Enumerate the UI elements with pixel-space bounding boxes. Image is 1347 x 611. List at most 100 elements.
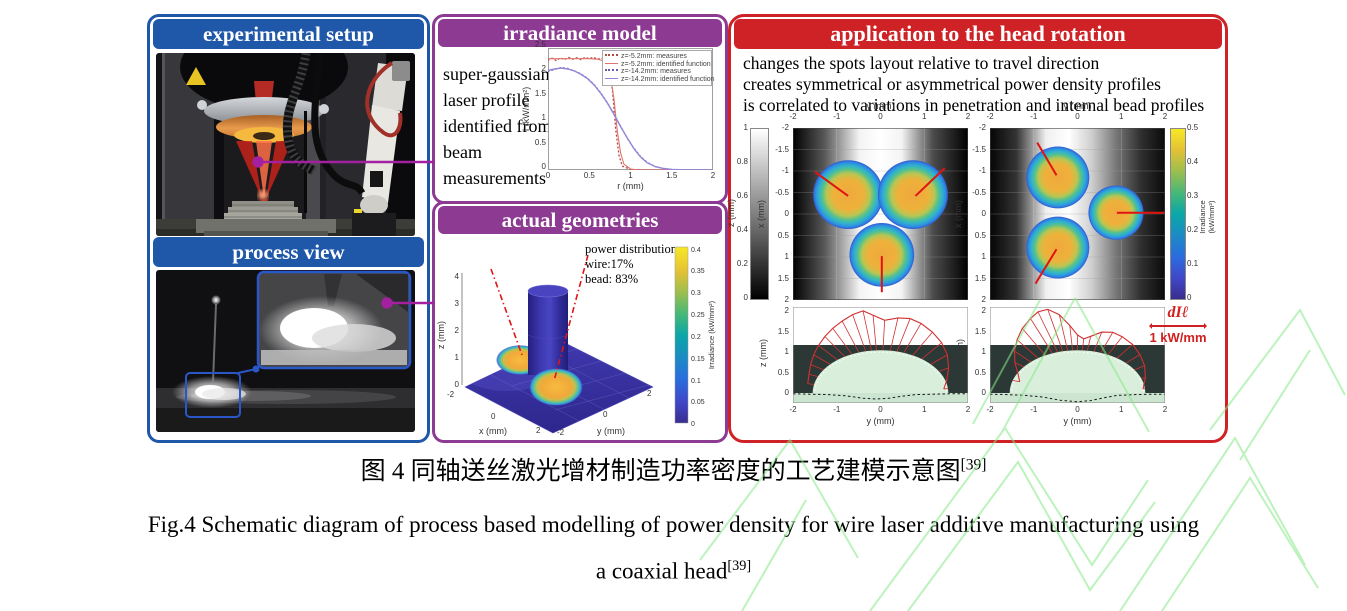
irr-x-label: r (mm): [617, 181, 644, 191]
bullet-line: changes the spots layout relative to tra…: [743, 53, 1100, 73]
irradiance-model-header: irradiance model: [438, 19, 722, 47]
scale-value: 1 kW/mm: [1149, 330, 1207, 345]
irradiance-chart: 2.5 2 1.5 1 0.5 0 0 0.5 1 1.5 2 I (kW/mm²) r (mm)…: [521, 41, 715, 192]
head-rotation-title: application to the head rotation: [830, 21, 1126, 46]
irradiance-colorbar-label: Irradiance (kW/mm²): [1198, 200, 1216, 234]
process-inset: [256, 270, 412, 370]
svg-text:0.05: 0.05: [691, 399, 705, 406]
cross1-x-label: y (mm): [1063, 416, 1092, 426]
dI-symbol: dIℓ: [1167, 304, 1189, 321]
process-view-header: process view: [153, 237, 424, 267]
panel-head-rotation: application to the head rotation changes…: [726, 14, 1228, 443]
cross0-z-ticks: 2 1.5 1 0.5 0: [777, 306, 789, 397]
beam-direction-lines: [490, 254, 589, 382]
experimental-setup-title: experimental setup: [203, 22, 374, 46]
cross0-x-ticks: -2 -1 0 1 2: [789, 405, 971, 414]
legend-label: z=-5.2mm: measures: [621, 53, 687, 60]
panel-experimental-setup: experimental setup: [147, 14, 430, 443]
svg-text:1: 1: [455, 353, 460, 362]
laser-spot-front: [529, 368, 583, 406]
surface-y-label: y (mm): [597, 426, 625, 436]
legend-label: z=-14.2mm: measures: [621, 68, 691, 75]
surface-colorbar: [674, 246, 689, 424]
irradiance-colorbar-ticks: 0.5 0.4 0.3 0.2 0.1 0: [1187, 123, 1199, 302]
process-view-photo: [156, 270, 415, 432]
caption-zh-text: 图 4 同轴送丝激光增材制造功率密度的工艺建模示意图: [360, 458, 961, 485]
bullet-line: creates symmetrical or asymmetrical powe…: [743, 74, 1161, 94]
z-colorbar-ticks: 1 0.8 0.6 0.4 0.2 0: [736, 123, 748, 302]
legend-label: z=-14.2mm: identified function: [621, 75, 715, 83]
laser-beams: [236, 141, 292, 209]
zoom-region-box: [185, 372, 241, 418]
spot1-side-label: x (mm): [953, 200, 963, 228]
caption-en-text1: Fig.4 Schematic diagram of process based…: [147, 512, 1200, 537]
svg-text:-2: -2: [557, 428, 565, 436]
spot-layout-plot-symmetric: [793, 128, 968, 300]
scale-arrow-icon: [1149, 322, 1207, 329]
surface-colorbar-label: Irradiance (kW/mm²): [707, 300, 716, 369]
svg-text:wire:17%: wire:17%: [585, 257, 634, 271]
irr-x-ticks: 0 0.5 1 1.5 2: [545, 171, 716, 180]
caption-en-reference: [39]: [727, 558, 752, 574]
linear-power-scale-legend: dIℓ 1 kW/mm: [1146, 305, 1210, 345]
svg-text:2: 2: [536, 426, 541, 435]
svg-text:0: 0: [691, 421, 695, 428]
irradiance-model-title: irradiance model: [503, 21, 657, 45]
process-view-title: process view: [232, 240, 345, 264]
spot0-top-ticks: -2 -1 0 1 2: [789, 112, 971, 121]
irr-y-label: I (kW/mm²): [521, 86, 531, 132]
printed-workpiece: [196, 201, 336, 236]
spot1-top-label: y (mm): [1063, 101, 1092, 111]
bullet-line: is correlated to variations in penetrati…: [743, 95, 1205, 115]
caption-english-line2: a coaxial head[39]: [0, 558, 1347, 585]
legend-marker-measures-5: [605, 54, 618, 56]
power-distribution-annotation: power distribution: wire:17% bead: 83%: [585, 242, 680, 286]
cross0-x-label: y (mm): [866, 416, 895, 426]
svg-text:0: 0: [491, 412, 496, 421]
caption-english-line1: Fig.4 Schematic diagram of process based…: [0, 512, 1347, 538]
svg-text:0.35: 0.35: [691, 268, 705, 275]
cross1-z-label: z (mm): [955, 339, 965, 367]
cable-bundle: [282, 53, 403, 195]
head-rotation-bullets: changes the spots layout relative to tra…: [743, 53, 1204, 116]
surface-z-label: z (mm): [436, 321, 446, 349]
irr-y-ticks: 2.5 2 1.5 1 0.5 0: [534, 40, 546, 171]
bead-cross-section-symmetric: [793, 307, 968, 403]
cross0-z-label: z (mm): [758, 339, 768, 367]
z-colorbar: [750, 128, 769, 300]
legend-marker-measures-14: [605, 69, 618, 71]
melt-pool: [172, 376, 252, 408]
svg-text:2: 2: [455, 326, 460, 335]
actual-geometries-title: actual geometries: [501, 208, 659, 232]
irr-legend: z=-5.2mm: measures z=-5.2mm: identified …: [602, 50, 715, 86]
svg-text:4: 4: [455, 272, 460, 281]
svg-text:0.3: 0.3: [691, 290, 701, 297]
robot-arm: [352, 61, 410, 236]
spot0-side-ticks: -2 -1.5 -1 -0.5 0 0.5 1 1.5 2: [775, 123, 789, 304]
svg-text:2: 2: [647, 389, 652, 398]
spot0-top-label: y (mm): [866, 101, 895, 111]
bead-cross-section-rotated: [990, 307, 1165, 403]
actual-geometries-header: actual geometries: [438, 206, 722, 234]
svg-text:3: 3: [455, 299, 460, 308]
svg-text:0.25: 0.25: [691, 312, 705, 319]
svg-text:0: 0: [455, 380, 460, 389]
svg-text:bead: 83%: bead: 83%: [585, 272, 638, 286]
spot1-side-ticks: -2 -1.5 -1 -0.5 0 0.5 1 1.5 2: [972, 123, 986, 304]
spot0-side-label: x (mm): [756, 200, 766, 228]
cross1-x-ticks: -2 -1 0 1 2: [986, 405, 1168, 414]
surface-x-label: x (mm): [479, 426, 507, 436]
legend-label: z=-5.2mm: identified function: [621, 60, 711, 68]
legend-marker-identified-14: [605, 77, 618, 79]
warning-triangle-icon: [186, 67, 206, 85]
spot1-top-ticks: -2 -1 0 1 2: [986, 112, 1168, 121]
experimental-setup-header: experimental setup: [153, 19, 424, 49]
svg-text:0.4: 0.4: [691, 247, 701, 254]
irradiance-note: super-gaussian laser profile identified …: [443, 64, 552, 188]
svg-text:-2: -2: [447, 390, 455, 399]
caption-en-text2: a coaxial head: [595, 558, 728, 584]
legend-marker-identified-5: [605, 62, 618, 64]
wire-feed: [212, 303, 217, 383]
experimental-setup-photo: [156, 53, 415, 236]
spot-layout-plot-rotated: [990, 128, 1165, 300]
